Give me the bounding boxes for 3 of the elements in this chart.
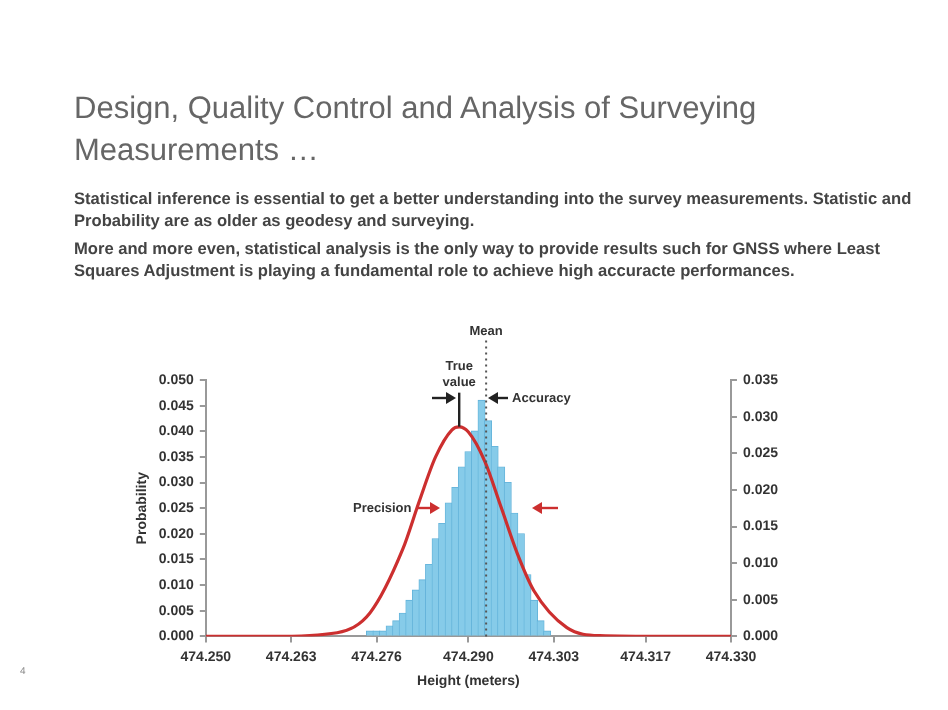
chart-title: Design, Quality Control and Analysis of Surveying Measurements … [74,90,759,172]
text: Statistical inference is essential to get a better understanding into the survey measurements. Statistic and Probability are as older as geodesy and surveying. [74,188,914,232]
text: More and more even, statistical analysis is the only way to provide results such for GNSS where Least Squares Adjustment is playing a fundamental role to achieve high accuracte performances. [74,238,882,282]
